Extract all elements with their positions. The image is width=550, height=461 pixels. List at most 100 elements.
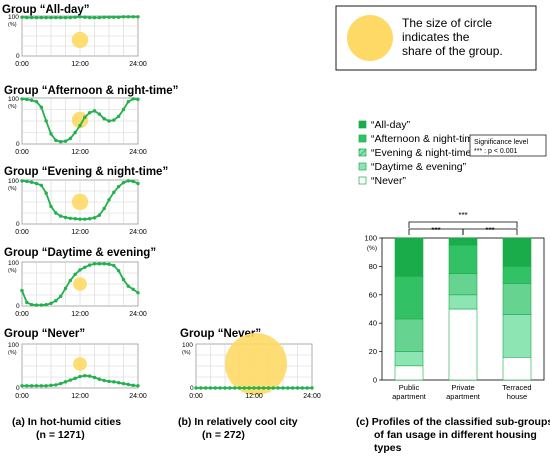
data-point [87,111,92,115]
legend: “All-day” “Afternoon & night-time” “Evenin… [358,119,547,187]
data-point [87,263,92,267]
y-tick-label: 60 [369,290,377,299]
data-point [78,217,82,221]
data-point [126,284,131,288]
data-point [68,136,73,141]
data-point [49,204,53,209]
caption-a: (a) In hot-humid cities (n = 1271) [12,416,121,442]
x-tick-label: 24:00 [129,393,147,400]
panel-title: Group “All-day” [2,4,90,16]
data-point [54,138,58,143]
x-tick-label: 12:00 [71,149,89,156]
legend-item-label: “All-day” [371,119,411,131]
data-point [107,198,111,202]
data-point [112,15,116,19]
y-tick-label: 100 [8,178,19,185]
data-point [116,184,121,189]
data-point [29,15,34,20]
y-tick-label: 100 [364,234,377,243]
data-point [29,384,34,388]
y-tick-label: 0 [190,385,194,392]
legend-item-label: “Evening & night-time” [371,147,475,159]
y-tick-label: 40 [369,319,377,328]
caption-b: (b) In relatively cool city (n = 272) [178,416,298,442]
data-point [49,132,53,136]
bar-segment [502,314,532,358]
data-point [102,117,106,121]
y-tick-label: 100 [8,96,19,103]
data-point [29,302,34,307]
bar-segment [394,351,424,367]
y-tick-label: 0 [16,53,20,60]
data-point [242,386,247,390]
data-point [136,291,140,295]
data-point [199,386,203,390]
caption-b-line2: (n = 272) [202,429,245,441]
y-tick-label: 0 [16,385,20,392]
significance-box [469,134,547,157]
bar-segment [448,308,478,381]
data-point [44,15,48,20]
share-circle [71,31,89,49]
y-axis-label: (%) [8,104,17,110]
line-panel-5: Group “Never” 100(%) 00:00 12:00 24:00 [4,328,147,400]
bar-segment [448,244,478,274]
y-axis-label: (%) [367,245,377,252]
circle-legend-text: indicates the [402,30,470,44]
data-point [102,206,106,211]
y-axis-label: (%) [8,268,17,274]
data-point [237,386,242,390]
legend-swatch [358,120,367,129]
data-point [126,179,131,183]
y-tick-label: 0 [16,141,20,148]
data-point [112,118,116,122]
data-point [136,384,140,388]
data-point [83,373,87,378]
y-axis-label: (%) [8,22,17,28]
data-point [112,380,116,384]
data-point [73,272,77,277]
x-tick-label: house [507,392,527,401]
data-point [39,183,44,187]
data-point [73,217,77,221]
data-point [39,303,44,307]
y-tick-label: 100 [182,342,193,349]
x-tick-label: Terraced [502,383,531,392]
caption-c: (c) Profiles of the classified sub-group… [356,416,550,455]
data-point [121,15,126,19]
bar-segment [448,294,478,310]
data-point [87,217,92,221]
data-point [121,180,126,185]
data-point [116,381,121,385]
y-tick-label: 100 [8,342,19,349]
bar-segment [502,356,532,381]
data-point [25,97,29,102]
stacked-bar-chart: 020406080100(%)PublicapartmentPrivateapa… [364,211,545,401]
data-point [97,377,102,381]
data-point [29,180,34,184]
x-tick-label: 0:00 [15,61,29,68]
caption-c-line3: types [374,442,402,454]
panel-title: Group “Daytime & evening” [4,247,156,259]
data-point [49,15,53,20]
data-point [131,97,135,101]
data-point [223,386,227,390]
data-point [87,15,92,20]
data-point [68,378,73,382]
bar-segment [394,318,424,352]
y-tick-label: 20 [369,347,377,356]
data-point [271,386,276,390]
data-point [20,384,24,388]
data-point [44,384,48,388]
data-point [112,263,116,268]
data-point [20,179,24,183]
circle-legend-text: The size of circle [402,16,492,30]
significance-marker: *** [485,226,494,235]
bar-segment [394,237,424,277]
data-point [68,216,73,220]
data-point [25,179,29,184]
data-point [25,15,29,20]
data-point [92,216,97,220]
bar-segment [448,273,478,296]
x-tick-label: 24:00 [129,229,147,236]
